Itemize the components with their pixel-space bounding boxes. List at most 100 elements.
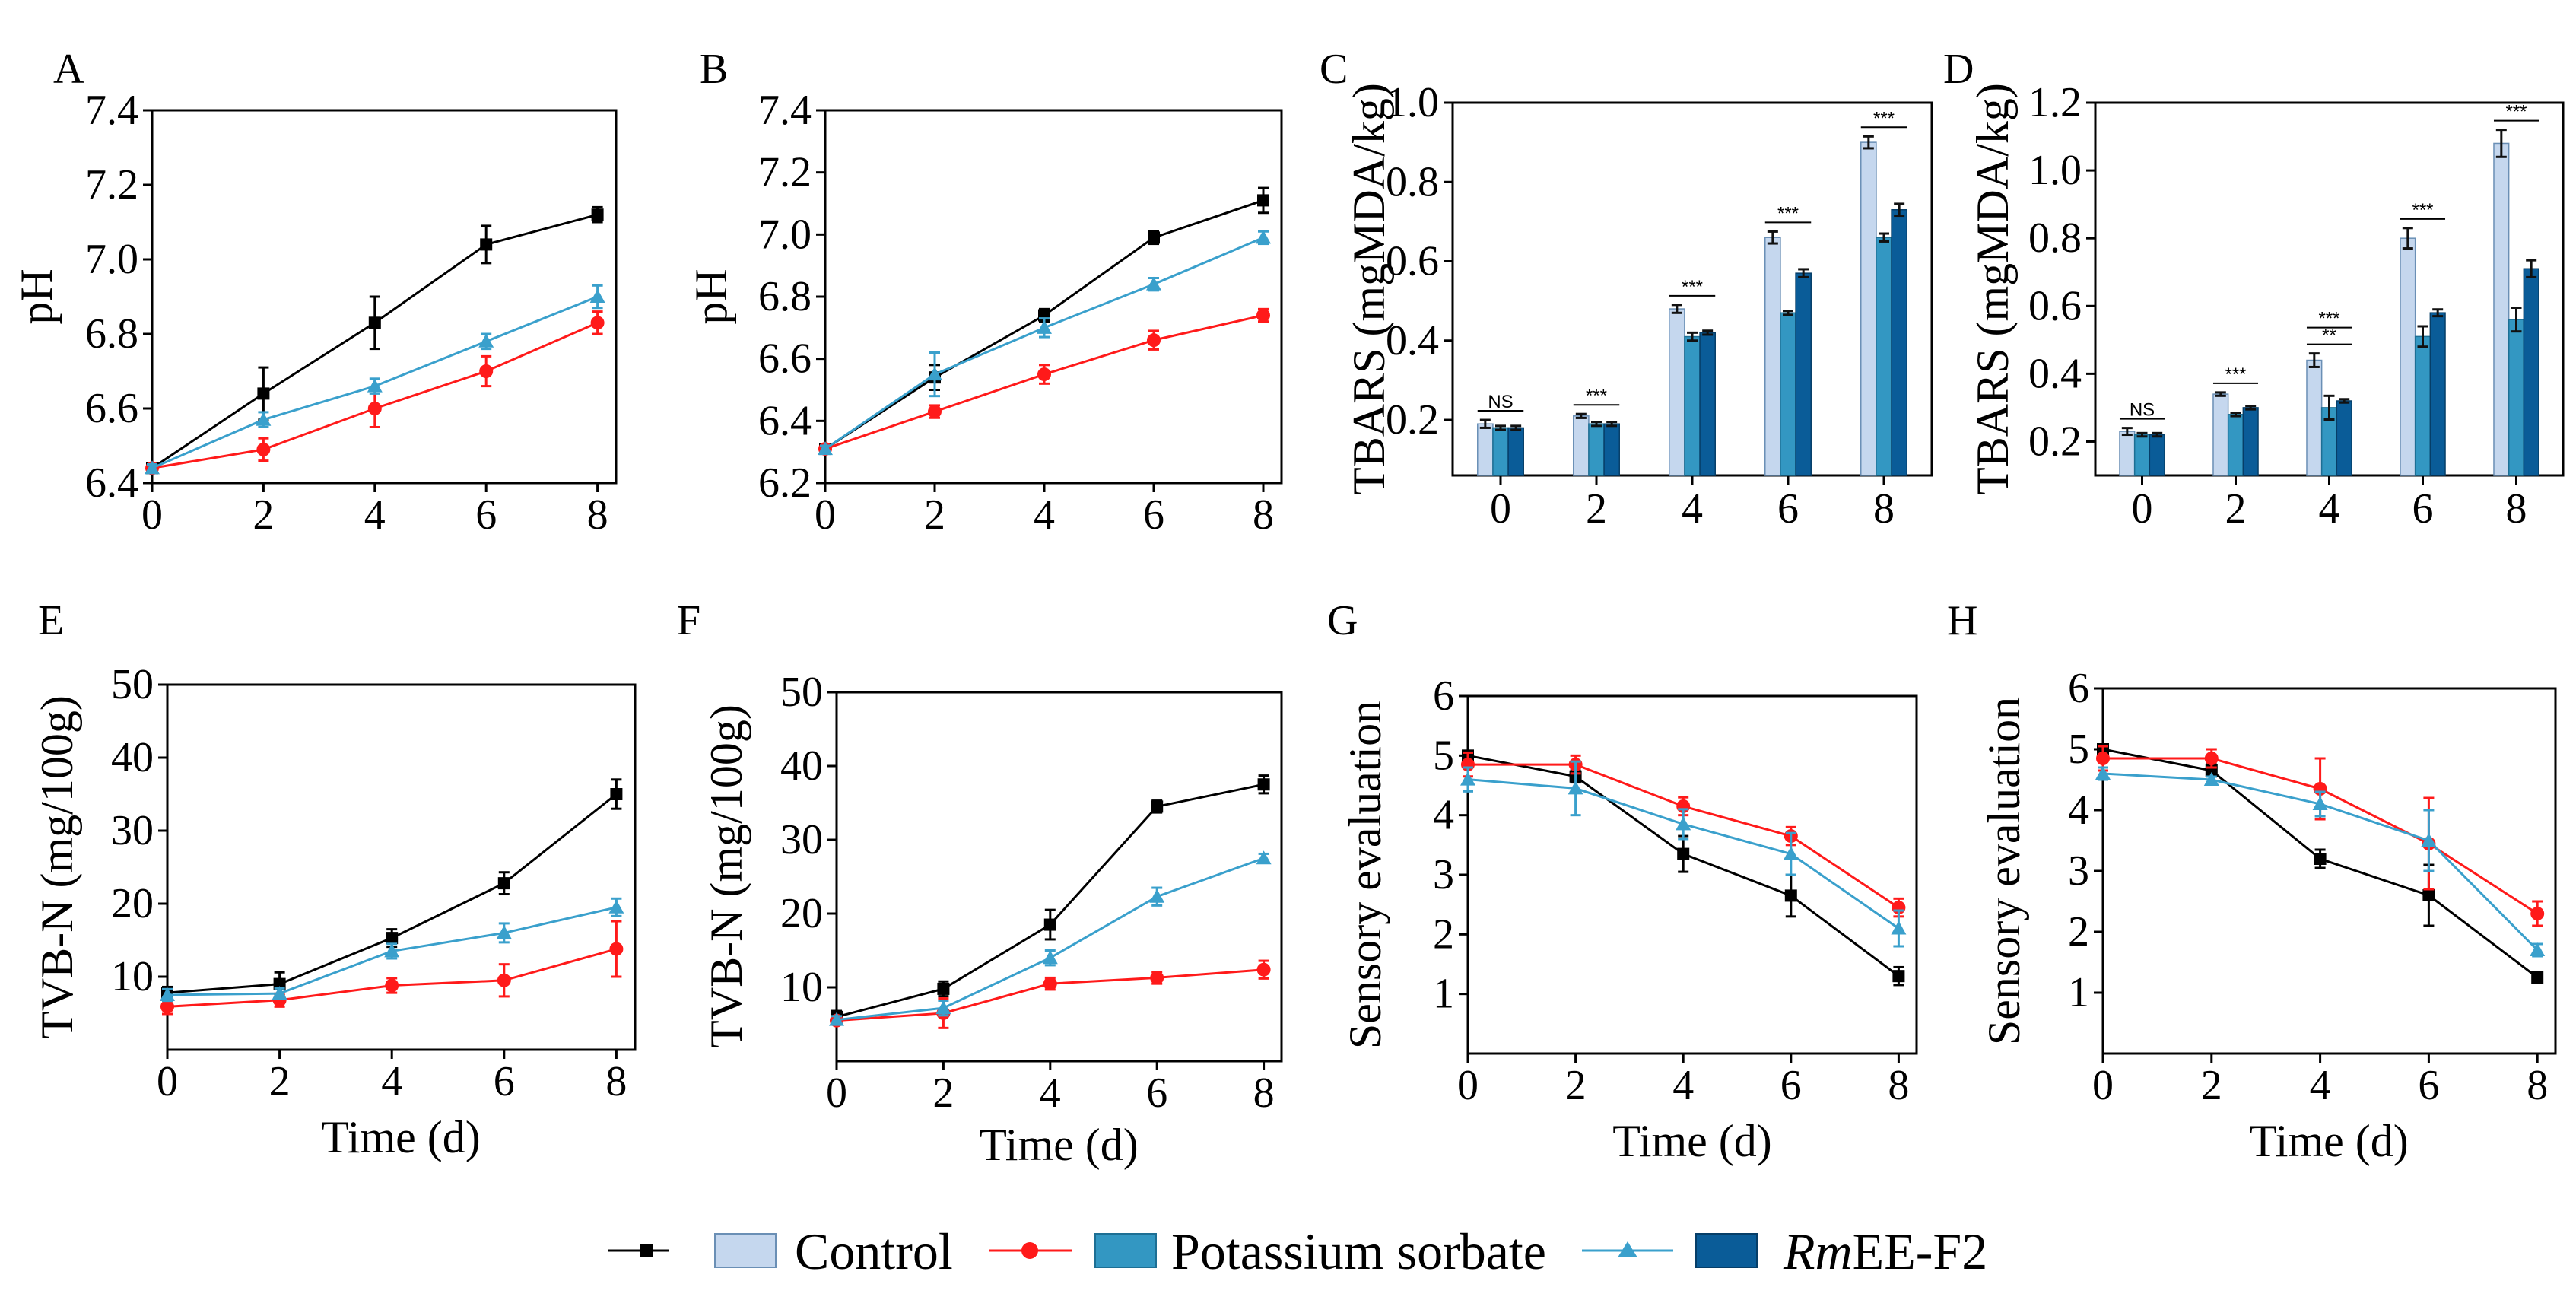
panel-b-xtick-label: 2: [924, 491, 945, 539]
panel-c-control-bar: [1669, 308, 1685, 476]
panel-g-xtick-label: 8: [1888, 1062, 1909, 1109]
panel-e-ytick-label: 10: [111, 953, 154, 1000]
panel-b-ytick-label: 6.6: [758, 335, 812, 383]
panel-d-ytick-label: 1.2: [2028, 79, 2082, 126]
panel-c-control-errorbar: [1479, 418, 1491, 429]
panel-c-letter: C: [1320, 46, 1348, 93]
panel-h-xtick-label: 6: [2418, 1062, 2439, 1109]
panel-g: G 1 2 3 4 5 6 Sensory evaluation Time (d) 0 2 4 6 8: [1327, 597, 1918, 1166]
panel-g-control-point: [1784, 889, 1797, 902]
panel-f-control-point: [937, 982, 950, 995]
panel-d-rmee-bar: [2149, 434, 2165, 476]
panel-b-ytick-label: 7.4: [758, 87, 812, 134]
panel-c-control-errorbar: [1767, 230, 1778, 245]
panel-d-sig-label: NS: [2130, 400, 2155, 421]
panel-c-rmee-errorbar: [1702, 329, 1714, 336]
panel-b-ytick-label: 7.2: [758, 149, 812, 196]
panel-e-xtick-label: 4: [381, 1058, 402, 1105]
panel-e-rmee-point: [384, 943, 400, 958]
panel-d-rmee-errorbar: [2432, 308, 2444, 318]
panel-d-sorbate-errorbar: [2136, 431, 2148, 438]
panel-c-sorbate-errorbar: [1591, 421, 1602, 428]
panel-h-ylabel: Sensory evaluation: [1979, 697, 2029, 1045]
panel-a-frame: [151, 109, 618, 485]
panel-g-rmee-point: [1676, 816, 1691, 831]
panel-d-ylabel: TBARS (mgMDA/kg): [1968, 83, 2018, 495]
panel-c-sig-label: ***: [1777, 203, 1799, 224]
panel-e-control-point: [497, 877, 510, 890]
panel-b-ytick-label: 6.8: [758, 273, 812, 320]
panel-b-xtick-label: 4: [1034, 491, 1055, 539]
panel-c-control-bar: [1477, 423, 1494, 476]
panel-c-sorbate-errorbar: [1687, 331, 1698, 342]
panel-e-xtick-label: 0: [157, 1058, 178, 1105]
panel-g-letter: G: [1327, 597, 1358, 644]
panel-h-rmee-point: [2203, 772, 2219, 786]
panel-a: A 6.4 6.6 6.8 7.0 7.2 7.4 pH 0 2 4 6 8: [11, 46, 618, 539]
panel-f-sorbate-point: [1150, 971, 1164, 985]
panel-b-rmee-point: [818, 441, 833, 456]
panel-e-ytick-label: 30: [111, 807, 154, 854]
panel-c-sorbate-errorbar: [1879, 232, 1889, 243]
panel-h-rmee-point: [2530, 942, 2546, 956]
panel-c-rmee-bar: [1603, 423, 1620, 476]
panel-a-sorbate-point: [479, 364, 494, 378]
panel-e-letter: E: [38, 597, 64, 644]
panel-a-control-point: [480, 238, 493, 251]
panel-f-xtick-label: 4: [1040, 1070, 1061, 1117]
panel-b-frame: [824, 109, 1283, 485]
panel-h-xtick-label: 4: [2310, 1062, 2331, 1109]
panel-b-rmee-point: [927, 367, 942, 381]
panel-g-ylabel: Sensory evaluation: [1340, 701, 1390, 1049]
panel-a-rmee-point: [478, 333, 494, 348]
legend-sorbate-label: Potassium sorbate: [1171, 1222, 1546, 1280]
panel-c-xtick-label: 0: [1490, 485, 1511, 532]
panels: A 6.4 6.6 6.8 7.0 7.2 7.4 pH 0 2 4 6 8 B 6.2 6.4 6.6 6.8 7…: [11, 46, 2565, 1170]
legend-rmee-label-rest: EE-F2: [1853, 1222, 1988, 1280]
panel-h-ytick-label: 6: [2068, 665, 2089, 712]
legend: Control Potassium sorbate RmEE-F2: [608, 1222, 1987, 1280]
panel-e-sorbate-point: [385, 978, 399, 993]
panel-e-rmee-point: [272, 986, 287, 1000]
panel-d-ytick-label: 0.8: [2028, 215, 2082, 262]
panel-e-sorbate-point: [497, 973, 511, 987]
panel-d-sorbate-errorbar: [2323, 394, 2335, 421]
panel-c-control-bar: [1764, 237, 1781, 476]
panel-d-sorbate-errorbar: [2511, 307, 2522, 333]
panel-f-ytick-label: 30: [780, 816, 823, 863]
panel-g-xtick-label: 0: [1457, 1062, 1479, 1109]
panel-c-sig-label: ***: [1873, 108, 1895, 129]
panel-a-sorbate-point: [256, 442, 271, 456]
panel-a-control-point: [257, 387, 270, 400]
panel-c-sorbate-errorbar: [1495, 424, 1506, 431]
legend-control-marker: [640, 1244, 653, 1257]
panel-d-xtick-label: 0: [2132, 485, 2153, 532]
panel-e-sorbate-point: [160, 1000, 174, 1014]
panel-c-sorbate-bar: [1684, 335, 1701, 476]
panel-b-rmee-point: [1256, 230, 1271, 244]
panel-c-rmee-errorbar: [1894, 202, 1905, 218]
panel-g-rmee-point: [1460, 771, 1475, 786]
panel-g-ytick-label: 6: [1433, 672, 1454, 720]
panel-e-control-line: [167, 793, 618, 994]
panel-a-ytick-label: 7.4: [85, 87, 138, 134]
legend-sorbate-marker: [1021, 1242, 1038, 1259]
panel-d-control-bar: [2119, 431, 2136, 476]
panel-g-control-point: [1892, 970, 1905, 983]
panel-c-ytick-label: 0.8: [1386, 158, 1439, 205]
panel-b-ylabel: pH: [686, 269, 736, 324]
panel-c-sorbate-bar: [1492, 427, 1509, 476]
legend-sorbate-bar: [1094, 1233, 1157, 1268]
panel-f-xlabel: Time (d): [979, 1120, 1138, 1170]
panel-e-xtick-label: 6: [494, 1058, 515, 1105]
panel-c-control-bar: [1573, 415, 1590, 476]
panel-a-sorbate-point: [367, 402, 382, 415]
legend-rmee-marker: [1618, 1241, 1637, 1257]
panel-b-ytick-label: 7.0: [758, 211, 812, 258]
panel-a-rmee-point: [589, 289, 605, 303]
panel-g-ytick-label: 1: [1433, 971, 1454, 1018]
panel-d-rmee-errorbar: [2152, 431, 2163, 438]
panel-c-control-bar: [1860, 141, 1877, 476]
